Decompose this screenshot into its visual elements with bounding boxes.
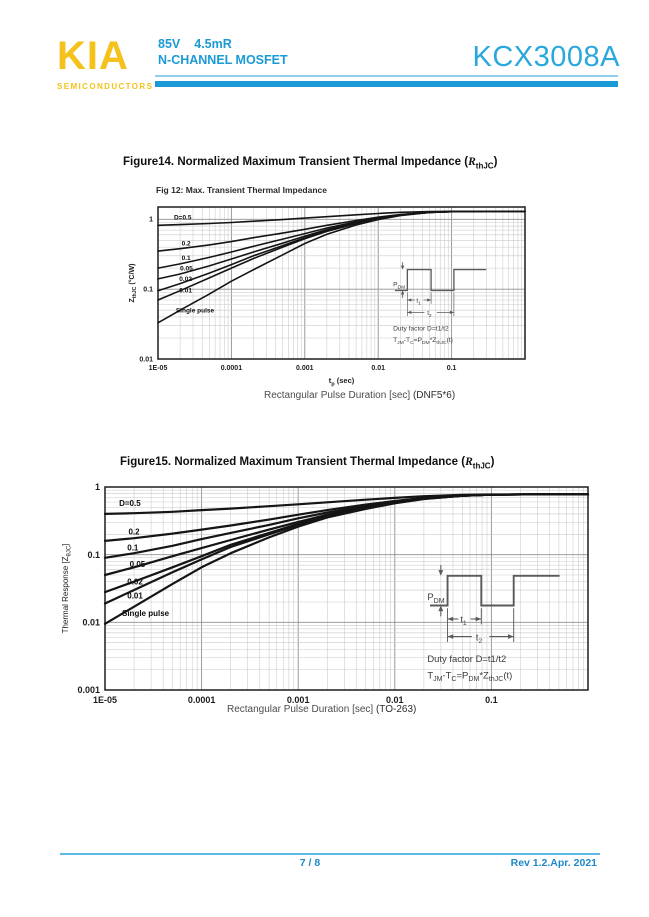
svg-text:0.01: 0.01: [386, 695, 404, 705]
svg-text:0.2: 0.2: [182, 241, 191, 248]
svg-text:ZthJC (°C/W): ZthJC (°C/W): [128, 264, 138, 303]
svg-text:0.01: 0.01: [127, 592, 143, 601]
device-family: N-CHANNEL MOSFET: [158, 52, 288, 67]
svg-text:D=0.5: D=0.5: [174, 214, 192, 221]
chart1-inner-title: Fig 12: Max. Transient Thermal Impedance: [156, 185, 327, 195]
svg-text:0.001: 0.001: [296, 365, 314, 372]
svg-text:0.05: 0.05: [180, 265, 193, 272]
svg-text:Duty factor D=t1/t2: Duty factor D=t1/t2: [393, 325, 449, 332]
svg-text:0.01: 0.01: [371, 365, 385, 372]
header-rule-thick: [155, 81, 618, 87]
svg-text:0.1: 0.1: [485, 695, 498, 705]
header-rule-thin: [155, 75, 618, 77]
revision-label: Rev 1.2.Apr. 2021: [510, 857, 597, 869]
svg-text:0.05: 0.05: [130, 560, 146, 569]
svg-text:1: 1: [95, 482, 100, 492]
svg-text:t2: t2: [476, 632, 483, 645]
svg-text:D=0.5: D=0.5: [119, 499, 141, 508]
svg-text:1E-05: 1E-05: [93, 695, 117, 705]
svg-text:Single pulse: Single pulse: [122, 609, 170, 618]
voltage-rating: 85V: [158, 37, 181, 51]
svg-text:0.0001: 0.0001: [221, 365, 243, 372]
transient-thermal-impedance-chart-to263: PDM t1 t2 Duty factor D=t1/t2 TJM-TC=PDM*Zth…: [61, 482, 590, 705]
part-number: KCX3008A: [472, 41, 620, 73]
svg-text:0.02: 0.02: [179, 276, 192, 283]
svg-text:t1: t1: [460, 615, 467, 628]
svg-text:Single pulse: Single pulse: [176, 308, 215, 315]
svg-text:1E-05: 1E-05: [149, 365, 168, 372]
svg-text:t1: t1: [416, 297, 421, 306]
svg-text:0.1: 0.1: [143, 287, 153, 294]
svg-text:TJM-TC=PDM*ZthJC(t): TJM-TC=PDM*ZthJC(t): [393, 337, 453, 346]
chart1-caption: Rectangular Pulse Duration [sec] (DNF5*6…: [264, 390, 456, 401]
svg-text:0.1: 0.1: [127, 544, 139, 553]
svg-text:Duty factor D=t1/t2: Duty factor D=t1/t2: [427, 654, 506, 665]
svg-text:0.2: 0.2: [128, 527, 140, 536]
rdson-rating: 4.5mR: [194, 37, 232, 51]
svg-text:0.01: 0.01: [139, 356, 153, 363]
transient-thermal-impedance-chart-dnf56: PDM t1 t2 Duty factor D=t1/t2 TJM-TC=PDM*Zth…: [128, 206, 526, 387]
logo-text: KIA: [57, 34, 129, 78]
svg-text:t2: t2: [427, 310, 432, 319]
svg-text:0.1: 0.1: [182, 255, 191, 262]
footer-rule: [60, 853, 600, 855]
kia-logo: KIA SEMICONDUCTORS: [57, 34, 153, 91]
svg-text:0.01: 0.01: [179, 287, 192, 294]
figure14-heading: Figure14. Normalized Maximum Transient T…: [123, 156, 498, 171]
figure15-heading: Figure15. Normalized Maximum Transient T…: [120, 456, 495, 471]
svg-text:0.001: 0.001: [287, 695, 310, 705]
logo-subtext: SEMICONDUCTORS: [57, 82, 154, 91]
svg-text:PDM: PDM: [427, 592, 444, 605]
svg-text:PDM: PDM: [393, 282, 405, 291]
product-specs: 85V 4.5mR N-CHANNEL MOSFET: [158, 37, 288, 68]
svg-text:Thermal Response [ZθJC]: Thermal Response [ZθJC]: [61, 544, 72, 634]
svg-text:0.02: 0.02: [127, 578, 143, 587]
svg-text:0.1: 0.1: [447, 365, 457, 372]
svg-text:0.01: 0.01: [82, 617, 100, 627]
svg-text:0.0001: 0.0001: [188, 695, 216, 705]
page-number: 7 / 8: [299, 857, 321, 869]
svg-text:TJM-TC=PDM*ZthJC(t): TJM-TC=PDM*ZthJC(t): [427, 670, 512, 683]
svg-text:1: 1: [149, 217, 153, 224]
svg-text:tp (sec): tp (sec): [329, 376, 355, 387]
svg-text:0.001: 0.001: [77, 685, 100, 695]
svg-text:0.1: 0.1: [87, 550, 100, 560]
chart2-caption: Rectangular Pulse Duration [sec] (TO-263…: [227, 704, 417, 715]
spec-ratings: 85V 4.5mR: [158, 37, 288, 53]
